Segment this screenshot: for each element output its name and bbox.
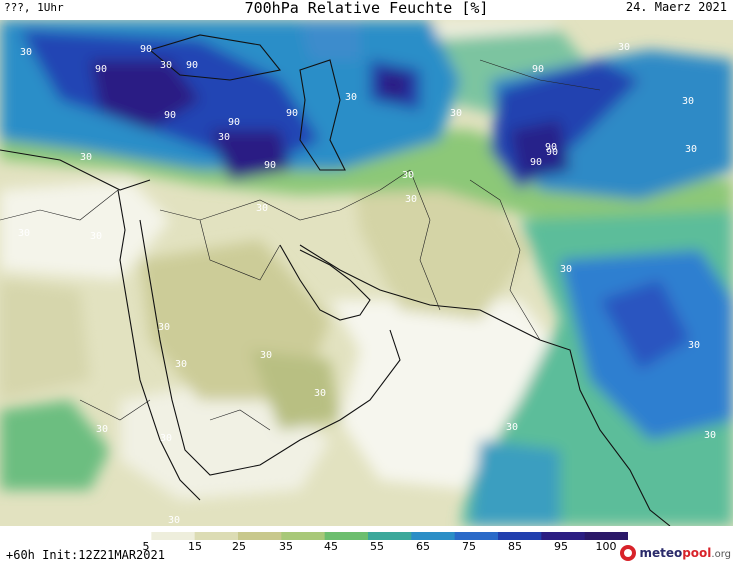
contour-label: 90 bbox=[264, 160, 276, 171]
colorbar-cell bbox=[541, 532, 586, 540]
colorbar-cell bbox=[281, 532, 326, 540]
colorbar-cell bbox=[238, 532, 282, 540]
colorbar-cell bbox=[108, 532, 152, 540]
colorbar-tick: 5 bbox=[142, 540, 150, 553]
contour-label: 30 bbox=[175, 359, 187, 370]
contour-label: 30 bbox=[160, 433, 172, 444]
contour-label: 90 bbox=[140, 44, 152, 55]
contour-label: 30 bbox=[560, 264, 572, 275]
colorbar-tick: 65 bbox=[416, 540, 430, 553]
contour-label: 30 bbox=[158, 322, 170, 333]
colorbar-ticks: 5 15 25 35 45 55 65 75 85 95 100 bbox=[100, 540, 620, 554]
contour-label: 30 bbox=[405, 194, 417, 205]
contour-label: 30 bbox=[90, 231, 102, 242]
contour-label: 90 bbox=[546, 147, 558, 158]
colorbar-tick: 15 bbox=[188, 540, 202, 553]
colorbar-tick: 100 bbox=[595, 540, 617, 553]
colorbar-cell bbox=[151, 532, 196, 540]
contour-label: 90 bbox=[186, 60, 198, 71]
colorbar-cell bbox=[411, 532, 456, 540]
forecast-init-label: +60h Init:12Z21MAR2021 bbox=[6, 548, 165, 562]
contour-label: 30 bbox=[18, 228, 30, 239]
colorbar-cell bbox=[454, 532, 499, 540]
contour-label: 30 bbox=[80, 152, 92, 163]
contour-labels: 30 90 30 90 90 90 90 30 90 90 90 30 30 3… bbox=[18, 42, 716, 526]
contour-label: 90 bbox=[532, 64, 544, 75]
header-bar: ???, 1Uhr 700hPa Relative Feuchte [%] 24… bbox=[0, 0, 733, 20]
contour-label: 30 bbox=[218, 132, 230, 143]
map-canvas: 30 90 30 90 90 90 90 30 90 90 90 30 30 3… bbox=[0, 20, 733, 526]
colorbar-cell bbox=[498, 532, 542, 540]
meteopool-logo-icon bbox=[620, 545, 637, 561]
coastlines bbox=[0, 34, 671, 526]
contour-label: 30 bbox=[160, 60, 172, 71]
contour-label: 30 bbox=[96, 424, 108, 435]
colorbar-tick: 55 bbox=[370, 540, 384, 553]
colorbar-tick: 45 bbox=[324, 540, 338, 553]
contour-label: 90 bbox=[164, 110, 176, 121]
contour-label: 30 bbox=[450, 108, 462, 119]
contour-label: 90 bbox=[95, 64, 107, 75]
contour-label: 30 bbox=[168, 515, 180, 526]
humidity-field bbox=[0, 20, 733, 526]
colorbar bbox=[108, 532, 628, 540]
colorbar-cell bbox=[584, 532, 628, 540]
date-label: 24. Maerz 2021 bbox=[625, 0, 727, 14]
colorbar-tick: 95 bbox=[554, 540, 568, 553]
contour-label: 30 bbox=[682, 96, 694, 107]
contour-label: 90 bbox=[286, 108, 298, 119]
map-title: 700hPa Relative Feuchte [%] bbox=[244, 0, 489, 17]
colorbar-cell bbox=[194, 532, 239, 540]
contour-label: 90 bbox=[545, 142, 557, 153]
contour-label: 30 bbox=[688, 340, 700, 351]
contour-label: 30 bbox=[345, 92, 357, 103]
meteopool-logo[interactable]: meteopool.org bbox=[620, 543, 731, 563]
colorbar-tick: 25 bbox=[232, 540, 246, 553]
contour-label: 30 bbox=[260, 350, 272, 361]
colorbar-cell bbox=[368, 532, 412, 540]
colorbar-tick: 35 bbox=[279, 540, 293, 553]
valid-time-label: ???, 1Uhr bbox=[4, 1, 64, 14]
colorbar-cell bbox=[324, 532, 369, 540]
contour-label: 30 bbox=[402, 170, 414, 181]
contour-label: 30 bbox=[704, 430, 716, 441]
footer-bar: 5 15 25 35 45 55 65 75 85 95 100 +60h In… bbox=[0, 526, 733, 566]
country-borders bbox=[0, 59, 601, 431]
contour-label: 90 bbox=[228, 117, 240, 128]
contour-label: 30 bbox=[314, 388, 326, 399]
contour-label: 30 bbox=[506, 422, 518, 433]
contour-label: 30 bbox=[618, 42, 630, 53]
humidity-map[interactable]: 30 90 30 90 90 90 90 30 90 90 90 30 30 3… bbox=[0, 20, 733, 526]
colorbar-tick: 75 bbox=[462, 540, 476, 553]
contour-label: 90 bbox=[530, 157, 542, 168]
contour-label: 30 bbox=[20, 47, 32, 58]
logo-text: meteopool.org bbox=[639, 546, 731, 560]
contour-label: 30 bbox=[256, 203, 268, 214]
colorbar-tick: 85 bbox=[508, 540, 522, 553]
contour-label: 30 bbox=[685, 144, 697, 155]
